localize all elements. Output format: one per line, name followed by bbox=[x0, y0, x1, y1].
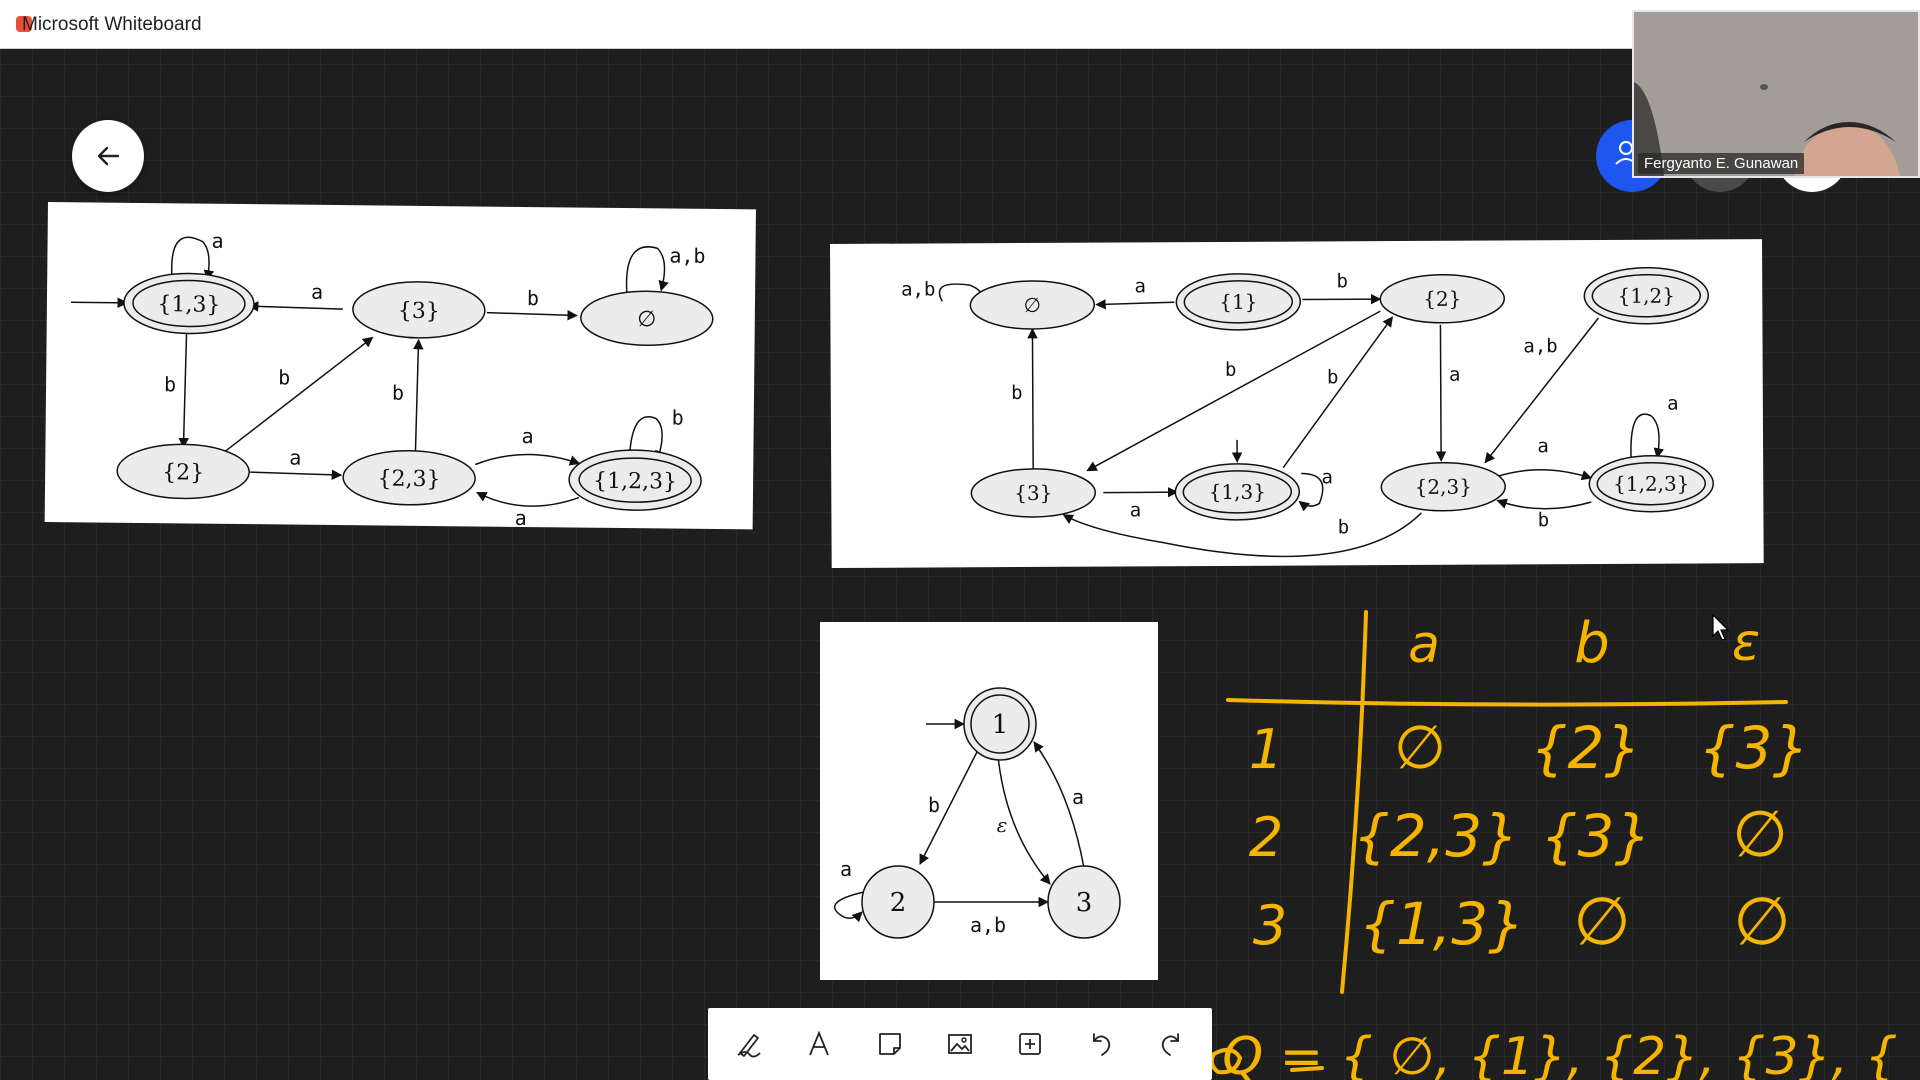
edge-label: a,b bbox=[970, 913, 1006, 937]
whiteboard-app-icon bbox=[16, 16, 32, 32]
edge-label: a bbox=[211, 229, 223, 253]
row-state: 2 bbox=[1249, 806, 1283, 869]
edge-label: b bbox=[1327, 366, 1339, 388]
state-label: {1,3} bbox=[157, 292, 220, 318]
edge-label: a,b bbox=[669, 244, 705, 268]
state-label: {1,2,3} bbox=[1613, 472, 1689, 496]
table-cell: ∅ bbox=[1573, 883, 1631, 960]
edge-label: b bbox=[928, 793, 940, 817]
back-button[interactable] bbox=[72, 120, 144, 192]
text-icon bbox=[809, 1030, 830, 1056]
dfa-diagram-2: ∅ {1} {2} {1,2} {3} {1,3} {2,3} {1,2,3} … bbox=[901, 266, 1715, 558]
state-label: {2,3} bbox=[377, 466, 440, 492]
dfa-diagram-1: {1,3} {3} ∅ {2} {2,3} {1,2,3} a a b a,b … bbox=[70, 229, 714, 529]
state-label: {3} bbox=[398, 299, 440, 324]
state-label: 3 bbox=[1076, 888, 1093, 918]
edge-label: a bbox=[521, 424, 533, 448]
edge-label: b bbox=[1338, 516, 1350, 538]
ink-stroke bbox=[1290, 1066, 1324, 1072]
table-cell: {3} bbox=[1699, 714, 1810, 782]
table-cell: {1,3} bbox=[1359, 890, 1525, 958]
redo-button[interactable] bbox=[1143, 1016, 1199, 1072]
edge-label: a bbox=[1321, 466, 1333, 488]
state-label: {1} bbox=[1219, 290, 1257, 314]
state-label: {2,3} bbox=[1415, 475, 1472, 499]
state-label: {1,2,3} bbox=[593, 469, 677, 495]
edge-label: a bbox=[1667, 393, 1679, 415]
start-arrow bbox=[70, 297, 128, 308]
state-label: {2} bbox=[1423, 287, 1461, 311]
bottom-toolbar bbox=[708, 1008, 1212, 1080]
handwritten-line: Q = { ∅, {1}, {2}, {3}, { bbox=[1222, 1027, 1898, 1080]
video-feed[interactable]: Fergyanto E. Gunawan bbox=[1632, 10, 1920, 178]
note-tool-button[interactable] bbox=[862, 1016, 918, 1072]
edge-label: a,b bbox=[1523, 335, 1557, 357]
diagram-card-nfa[interactable]: 1 2 3 b ε a a a,b bbox=[820, 622, 1158, 980]
ink-stroke bbox=[1209, 1047, 1243, 1075]
table-cell: {3} bbox=[1541, 802, 1652, 870]
edge-label: a bbox=[1130, 499, 1142, 521]
pen-tool-button[interactable] bbox=[721, 1016, 777, 1072]
state-label: 2 bbox=[890, 888, 907, 918]
edge-label: b bbox=[527, 286, 539, 310]
undo-button[interactable] bbox=[1073, 1016, 1129, 1072]
nfa-diagram: 1 2 3 b ε a a a,b bbox=[834, 687, 1121, 939]
table-cell: ∅ bbox=[1394, 713, 1446, 783]
mouse-cursor-icon bbox=[1712, 614, 1730, 641]
table-cell: ∅ bbox=[1733, 883, 1791, 960]
edge-label: a bbox=[1537, 435, 1549, 457]
pen-icon bbox=[737, 1034, 761, 1058]
column-header: b bbox=[1574, 611, 1610, 676]
table-vertical-line bbox=[1340, 610, 1368, 994]
edge-label: b bbox=[164, 372, 176, 396]
column-header: a bbox=[1408, 615, 1440, 675]
diagram-card-dfa-2[interactable]: ∅ {1} {2} {1,2} {3} {1,3} {2,3} {1,2,3} … bbox=[830, 239, 1764, 568]
text-tool-button[interactable] bbox=[791, 1016, 847, 1072]
state-label: 1 bbox=[992, 710, 1009, 740]
state-label: ∅ bbox=[1024, 293, 1042, 317]
state-label: ∅ bbox=[637, 307, 656, 332]
edge-label: a bbox=[1449, 364, 1461, 386]
diagram-card-dfa-1[interactable]: {1,3} {3} ∅ {2} {2,3} {1,2,3} a a b a,b … bbox=[44, 202, 756, 530]
edge-label: a bbox=[1072, 785, 1084, 809]
state-label: {1,2} bbox=[1618, 284, 1675, 308]
edge-label: b bbox=[1011, 382, 1023, 404]
table-horizontal-line bbox=[1226, 698, 1788, 707]
table-cell: ∅ bbox=[1732, 798, 1788, 872]
add-icon bbox=[1019, 1033, 1042, 1055]
edge-label: a bbox=[840, 857, 852, 881]
insert-button[interactable] bbox=[1002, 1016, 1058, 1072]
column-header: ε bbox=[1732, 613, 1760, 673]
video-frame bbox=[1634, 12, 1918, 176]
undo-icon bbox=[1092, 1033, 1110, 1056]
edge-label: a bbox=[311, 280, 323, 304]
table-cell: {2} bbox=[1531, 714, 1642, 782]
state-label: {2} bbox=[162, 460, 204, 485]
sticky-note-icon bbox=[878, 1033, 901, 1055]
state-label: {1,3} bbox=[1209, 480, 1266, 504]
edge-label: a bbox=[1134, 275, 1146, 297]
edge-label: b bbox=[672, 406, 684, 430]
edge-label: a,b bbox=[901, 278, 935, 300]
edge-label: b bbox=[1225, 359, 1237, 381]
edge-label: a bbox=[515, 506, 527, 529]
image-tool-button[interactable] bbox=[932, 1016, 988, 1072]
edge-label: b bbox=[1538, 509, 1550, 531]
state-label: {3} bbox=[1014, 481, 1052, 505]
row-state: 1 bbox=[1249, 718, 1283, 781]
arrow-left-icon bbox=[97, 146, 120, 166]
redo-icon bbox=[1161, 1033, 1179, 1056]
app-title: Microsoft Whiteboard bbox=[22, 14, 202, 35]
edge-label: b bbox=[1336, 270, 1348, 292]
participant-name: Fergyanto E. Gunawan bbox=[1638, 153, 1805, 174]
image-icon bbox=[948, 1034, 972, 1054]
edge-label: a bbox=[289, 446, 301, 470]
edge-label: b bbox=[392, 381, 404, 405]
edge-label: ε bbox=[997, 813, 1008, 837]
title-bar: Microsoft Whiteboard bbox=[0, 0, 1920, 49]
table-cell: {2,3} bbox=[1353, 802, 1519, 870]
edge-label: b bbox=[278, 365, 290, 389]
row-state: 3 bbox=[1253, 894, 1287, 957]
